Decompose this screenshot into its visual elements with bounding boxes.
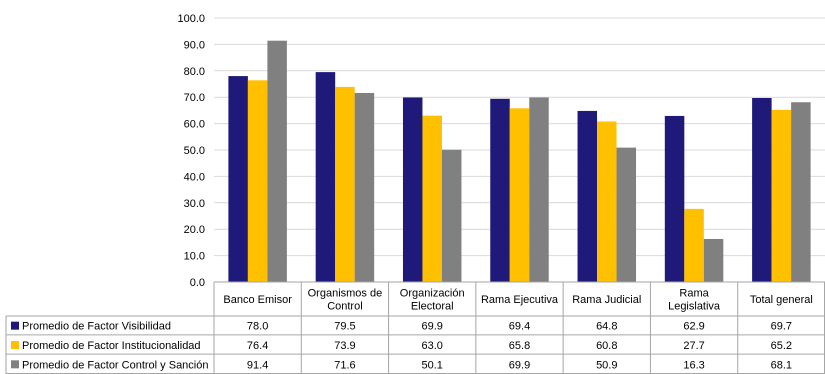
y-tick-label: 90.0 <box>184 39 205 51</box>
y-tick-label: 30.0 <box>184 198 205 210</box>
data-label: 65.8 <box>509 340 530 352</box>
data-label: 62.9 <box>683 321 704 333</box>
data-table: Banco Emisor Organismos de Control Organiza… <box>5 281 825 374</box>
bar <box>354 92 375 282</box>
data-label: 69.9 <box>509 359 530 371</box>
y-tick-label: 20.0 <box>184 224 205 236</box>
category-label: Rama Ejecutiva <box>481 294 559 306</box>
bars <box>228 40 811 283</box>
bar <box>664 115 685 282</box>
data-label: 79.5 <box>334 321 355 333</box>
category-label: Organismos de Control <box>308 288 383 313</box>
category-label: Total general <box>750 294 813 306</box>
bar <box>616 147 637 282</box>
y-tick-label: 10.0 <box>184 251 205 263</box>
bar <box>577 110 598 282</box>
bar <box>509 108 530 283</box>
category-label: Rama Judicial <box>572 294 641 306</box>
bar <box>315 72 336 283</box>
bar <box>247 80 268 282</box>
bar <box>597 121 617 282</box>
data-label: 65.2 <box>771 340 792 352</box>
bar <box>441 149 462 282</box>
legend-label: Promedio de Factor Control y Sanción <box>22 359 208 371</box>
data-label: 69.7 <box>771 321 792 333</box>
data-label: 69.4 <box>509 321 530 333</box>
bar <box>422 115 442 283</box>
category-label: Organización Electoral <box>400 288 465 313</box>
data-label: 27.7 <box>683 340 704 352</box>
bar <box>771 109 792 282</box>
data-label: 16.3 <box>683 359 704 371</box>
bar <box>703 238 724 282</box>
legend-label: Promedio de Factor Institucionalidad <box>22 340 201 352</box>
legend-label: Promedio de Factor Visibilidad <box>22 321 171 333</box>
data-label: 69.9 <box>422 321 443 333</box>
legend-swatch <box>11 360 19 369</box>
bar <box>752 97 772 282</box>
legend-swatch <box>11 341 19 349</box>
y-tick-label: 100.0 <box>177 13 205 25</box>
data-label: 60.8 <box>596 340 617 352</box>
category-label: Banco Emisor <box>223 294 292 306</box>
y-tick-label: 50.0 <box>184 145 205 157</box>
data-label: 64.8 <box>596 321 617 333</box>
bar <box>490 98 510 282</box>
data-label: 71.6 <box>334 359 355 371</box>
bar <box>684 208 704 282</box>
bar <box>529 97 549 283</box>
y-tick-label: 40.0 <box>184 171 205 183</box>
data-label: 73.9 <box>334 340 355 352</box>
data-label: 50.9 <box>596 359 617 371</box>
data-label: 63.0 <box>422 340 443 352</box>
legend-swatch <box>11 321 19 330</box>
y-tick-label: 70.0 <box>184 92 205 104</box>
data-label: 50.1 <box>422 359 443 371</box>
bar <box>228 76 248 282</box>
category-label: Rama Legislativa <box>668 288 721 313</box>
bar <box>402 97 423 283</box>
y-tick-label: 60.0 <box>184 119 205 131</box>
y-tick-label: 80.0 <box>184 66 205 78</box>
data-label: 76.4 <box>247 340 268 352</box>
y-tick-label: 0.0 <box>190 277 205 289</box>
data-label: 78.0 <box>247 321 268 333</box>
bar <box>791 102 811 282</box>
bar <box>267 40 287 283</box>
y-axis-ticks: 0.0 10.0 20.0 30.0 40.0 50.0 60.0 70.0 80.0 90.0 1… <box>177 13 205 289</box>
data-label: 91.4 <box>247 359 268 371</box>
bar <box>335 86 355 283</box>
data-label: 68.1 <box>771 359 792 371</box>
